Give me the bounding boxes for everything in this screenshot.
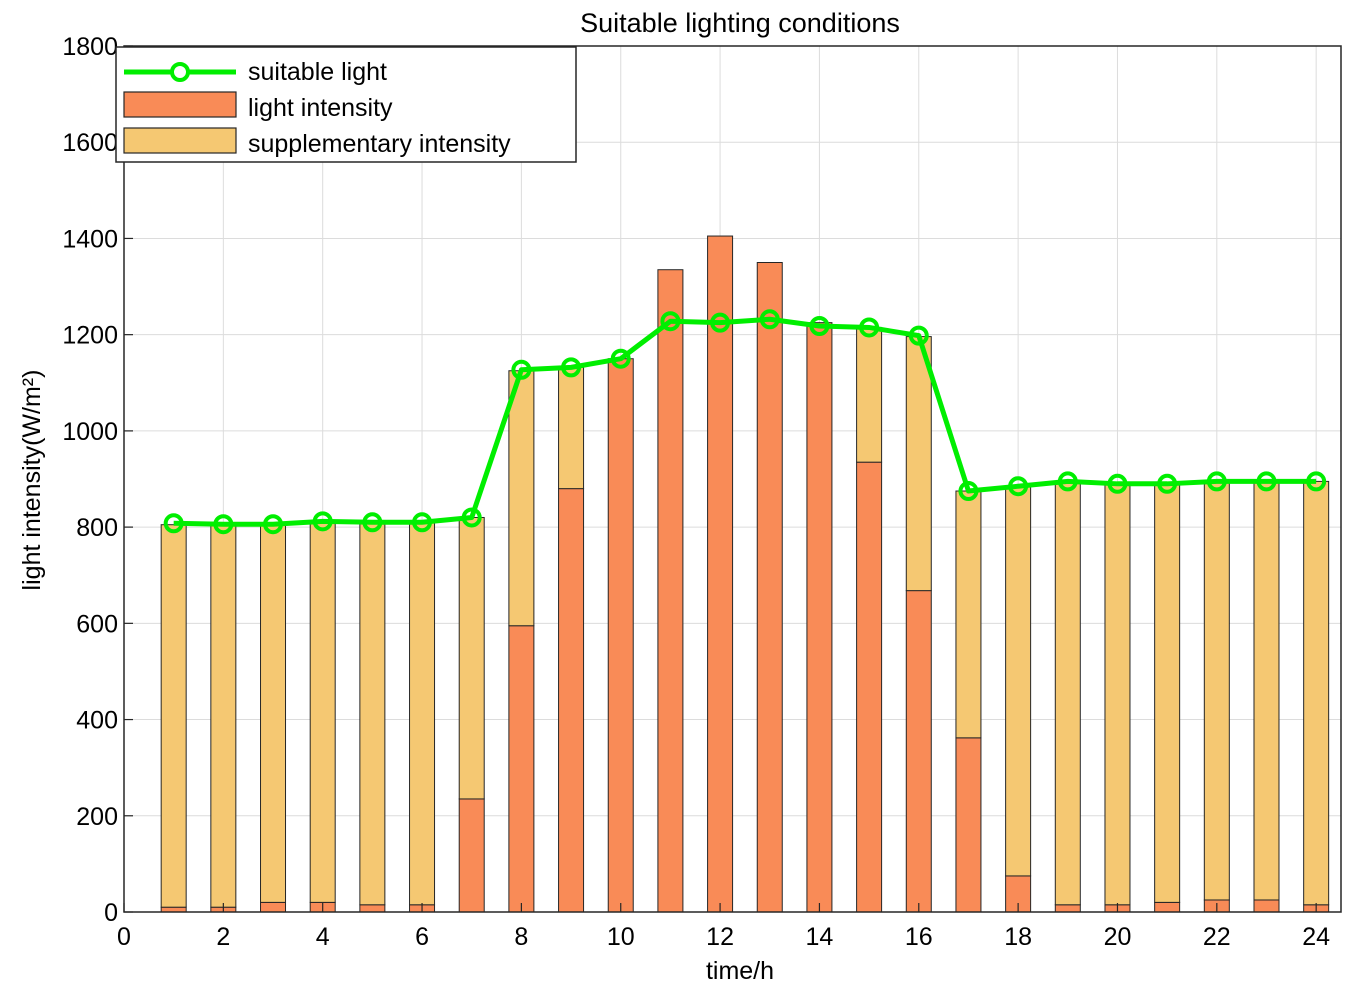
bar-light-intensity bbox=[607, 358, 634, 913]
x-tick-label: 12 bbox=[706, 923, 734, 951]
bar-light-intensity bbox=[508, 625, 535, 913]
bar-supplementary-intensity bbox=[856, 326, 883, 463]
plot-frame bbox=[123, 45, 1342, 913]
x-tick-label: 14 bbox=[806, 923, 834, 951]
bar-light-intensity bbox=[856, 461, 883, 913]
bar-supplementary-intensity bbox=[1253, 480, 1280, 901]
legend-swatch-supplementary-intensity bbox=[123, 127, 237, 154]
bar-supplementary-intensity bbox=[508, 370, 535, 627]
bar-supplementary-intensity bbox=[558, 366, 585, 490]
bar-supplementary-intensity bbox=[1303, 480, 1330, 906]
bar-light-intensity bbox=[657, 269, 684, 913]
legend-marker-icon bbox=[170, 62, 190, 82]
legend-label-suitable-light: suitable light bbox=[248, 58, 387, 86]
bar-light-intensity bbox=[1253, 899, 1280, 913]
bar-supplementary-intensity bbox=[409, 521, 436, 906]
suitable-light-point bbox=[610, 348, 631, 369]
suitable-light-point bbox=[263, 514, 284, 535]
suitable-light-point bbox=[759, 309, 780, 330]
suitable-light-point bbox=[1256, 471, 1277, 492]
bar-supplementary-intensity bbox=[458, 516, 485, 800]
bar-light-intensity bbox=[260, 901, 287, 913]
suitable-light-point bbox=[859, 317, 880, 338]
y-tick-label: 600 bbox=[76, 610, 118, 638]
suitable-light-point bbox=[710, 312, 731, 333]
x-tick-label: 8 bbox=[514, 923, 528, 951]
bar-supplementary-intensity bbox=[309, 521, 336, 903]
suitable-light-point bbox=[461, 507, 482, 528]
y-tick-label: 800 bbox=[76, 514, 118, 542]
x-tick-label: 22 bbox=[1203, 923, 1231, 951]
bar-light-intensity bbox=[1154, 901, 1181, 913]
x-tick-label: 4 bbox=[316, 923, 330, 951]
suitable-light-point bbox=[412, 512, 433, 533]
bar-supplementary-intensity bbox=[359, 521, 386, 906]
y-tick-label: 1400 bbox=[62, 225, 118, 253]
x-tick-label: 16 bbox=[905, 923, 933, 951]
legend: suitable light light intensity supplemen… bbox=[115, 46, 577, 163]
bar-supplementary-intensity bbox=[160, 524, 187, 908]
x-tick-label: 18 bbox=[1004, 923, 1032, 951]
chart-title: Suitable lighting conditions bbox=[580, 8, 900, 38]
y-tick-label: 1800 bbox=[62, 33, 118, 61]
x-axis-label: time/h bbox=[706, 957, 774, 985]
bar-supplementary-intensity bbox=[1054, 480, 1081, 906]
x-tick-label: 20 bbox=[1104, 923, 1132, 951]
suitable-light-point bbox=[1008, 476, 1029, 497]
suitable-light-point bbox=[362, 512, 383, 533]
suitable-light-point bbox=[1306, 471, 1327, 492]
bar-supplementary-intensity bbox=[1104, 483, 1131, 906]
y-tick-label: 1600 bbox=[62, 129, 118, 157]
bar-light-intensity bbox=[806, 322, 833, 913]
x-tick-label: 2 bbox=[216, 923, 230, 951]
y-tick-label: 1000 bbox=[62, 418, 118, 446]
bar-supplementary-intensity bbox=[1203, 480, 1230, 901]
suitable-light-point bbox=[561, 357, 582, 378]
y-tick-label: 0 bbox=[104, 899, 118, 927]
legend-label-supplementary-intensity: supplementary intensity bbox=[248, 130, 511, 158]
bar-supplementary-intensity bbox=[1005, 485, 1032, 877]
suitable-light-point bbox=[1157, 473, 1178, 494]
x-tick-label: 6 bbox=[415, 923, 429, 951]
bars bbox=[160, 235, 1330, 913]
suitable-light-point bbox=[312, 511, 333, 532]
x-tick-label: 24 bbox=[1302, 923, 1330, 951]
suitable-light-point bbox=[660, 311, 681, 332]
y-axis-label: light intensity(W/m²) bbox=[18, 370, 46, 591]
bar-light-intensity bbox=[359, 904, 386, 913]
x-tick-label: 10 bbox=[607, 923, 635, 951]
suitable-light-point bbox=[1107, 473, 1128, 494]
legend-swatch-light-intensity bbox=[123, 91, 237, 118]
bar-supplementary-intensity bbox=[210, 524, 237, 908]
y-tick-label: 400 bbox=[76, 707, 118, 735]
bar-light-intensity bbox=[955, 737, 982, 913]
legend-label-light-intensity: light intensity bbox=[248, 94, 393, 122]
suitable-light-point bbox=[1206, 471, 1227, 492]
y-tick-label: 1200 bbox=[62, 322, 118, 350]
bar-light-intensity bbox=[905, 590, 932, 913]
bar-supplementary-intensity bbox=[905, 336, 932, 592]
suitable-light-point bbox=[809, 316, 830, 337]
suitable-light-point bbox=[511, 359, 532, 380]
bar-light-intensity bbox=[756, 262, 783, 913]
bar-light-intensity bbox=[707, 235, 734, 913]
bar-light-intensity bbox=[1054, 904, 1081, 913]
axis-ticks: 0 2 4 6 8 10 12 14 16 18 20 22 240200400600800100012… bbox=[62, 33, 1330, 951]
bar-light-intensity bbox=[458, 798, 485, 913]
bar-supplementary-intensity bbox=[260, 524, 287, 903]
suitable-light-point bbox=[213, 514, 234, 535]
bar-light-intensity bbox=[558, 488, 585, 913]
y-tick-label: 200 bbox=[76, 803, 118, 831]
suitable-light-point bbox=[1057, 471, 1078, 492]
x-tick-label: 0 bbox=[117, 923, 131, 951]
suitable-light-point bbox=[908, 325, 929, 346]
suitable-light-point bbox=[958, 481, 979, 502]
suitable-light-line bbox=[163, 309, 1327, 535]
suitable-light-point bbox=[163, 513, 184, 534]
bar-supplementary-intensity bbox=[955, 490, 982, 739]
bar-supplementary-intensity bbox=[1154, 483, 1181, 903]
